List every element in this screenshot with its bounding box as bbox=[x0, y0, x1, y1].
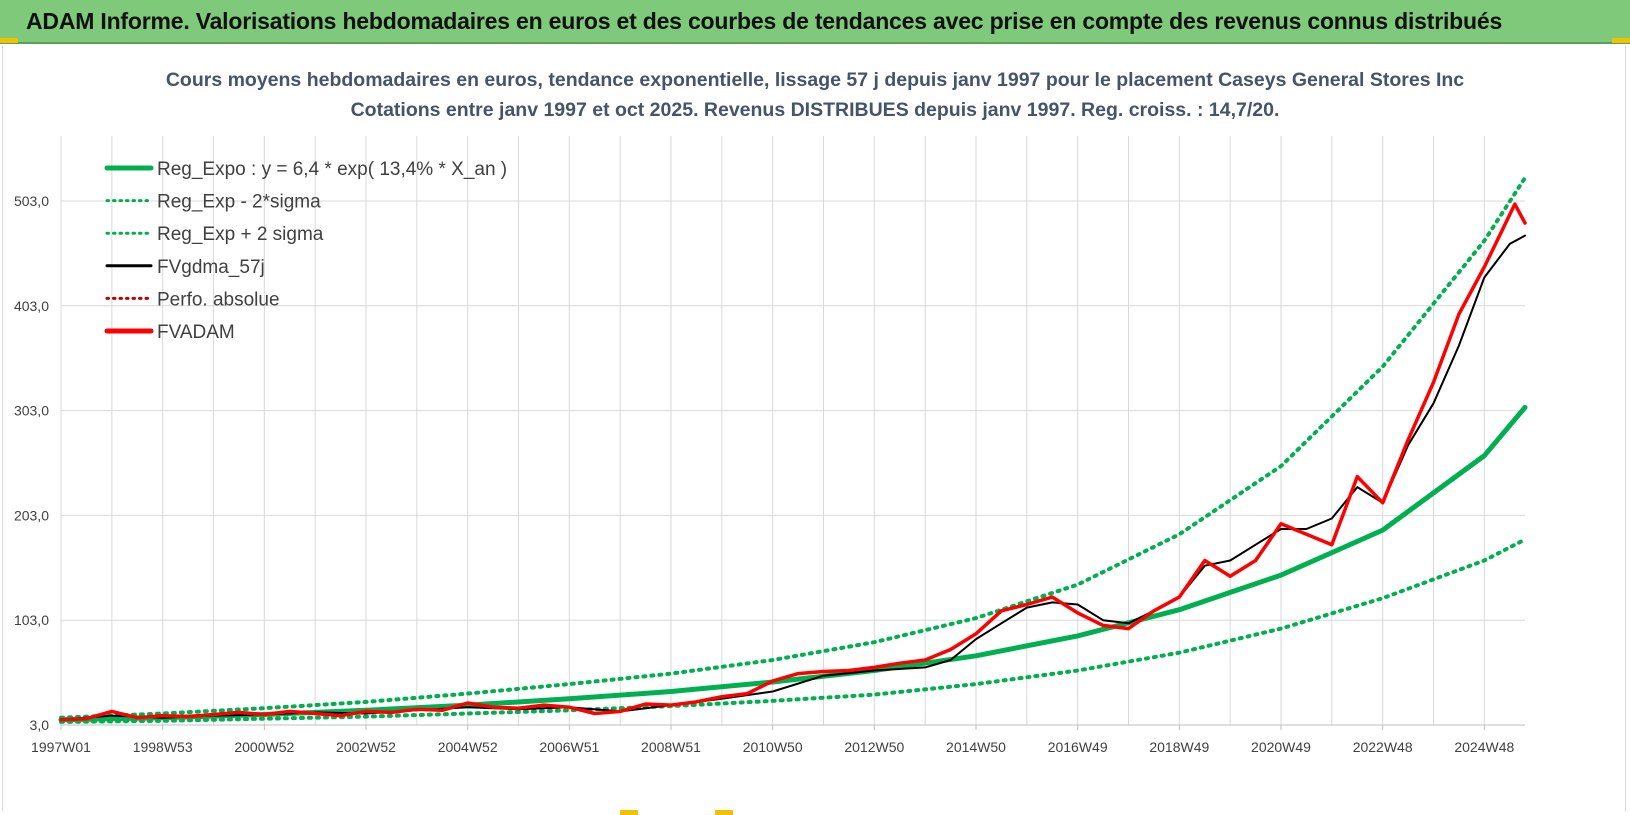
x-tick-label: 2010W50 bbox=[743, 739, 803, 755]
x-tick-label: 1997W01 bbox=[31, 739, 91, 755]
x-tick-label: 2022W48 bbox=[1353, 739, 1413, 755]
y-tick-label: 403,0 bbox=[14, 298, 49, 314]
x-tick-label: 1998W53 bbox=[133, 739, 193, 755]
x-tick-label: 2000W52 bbox=[234, 739, 294, 755]
x-tick-label: 2008W51 bbox=[641, 739, 701, 755]
report-title: ADAM Informe. Valorisations hebdomadaire… bbox=[26, 8, 1503, 34]
series-reg-expo-line bbox=[58, 404, 1528, 723]
legend-label: FVgdma_57j bbox=[157, 257, 265, 278]
series-fvadam-line bbox=[59, 202, 1527, 722]
series-fvgdma-57j-line bbox=[60, 234, 1526, 721]
chart-legend: Reg_Expo : y = 6,4 * exp( 13,4% * X_an )… bbox=[104, 159, 507, 343]
legend-label: FVADAM bbox=[157, 322, 235, 343]
x-tick-label: 2016W49 bbox=[1048, 739, 1108, 755]
chart-axes: 3,0 103,0 203,0 303,0 403,0 503,0 1997W01 1998W… bbox=[14, 193, 1525, 755]
series-reg-exp-plus-2sigma-line bbox=[59, 175, 1527, 720]
corner-mark-bottom-mid-right bbox=[715, 810, 733, 815]
y-tick-label: 3,0 bbox=[30, 717, 50, 733]
y-tick-label: 103,0 bbox=[14, 612, 49, 628]
x-tick-label: 2004W52 bbox=[438, 739, 498, 755]
y-tick-label: 303,0 bbox=[14, 403, 49, 419]
y-tick-label: 203,0 bbox=[14, 507, 49, 523]
legend-label: Reg_Expo : y = 6,4 * exp( 13,4% * X_an ) bbox=[157, 159, 507, 180]
corner-mark-top-left bbox=[0, 38, 18, 43]
chart-subtitle: Cotations entre janv 1997 et oct 2025. R… bbox=[351, 99, 1280, 121]
y-tick-label: 503,0 bbox=[14, 193, 49, 209]
chart-series bbox=[58, 175, 1528, 724]
x-tick-label: 2012W50 bbox=[844, 739, 904, 755]
series-reg-exp-minus-2sigma-line bbox=[59, 537, 1527, 724]
chart-title: Cours moyens hebdomadaires en euros, ten… bbox=[166, 69, 1464, 91]
x-tick-label: 2024W48 bbox=[1454, 739, 1514, 755]
report-banner: ADAM Informe. Valorisations hebdomadaire… bbox=[0, 0, 1630, 44]
legend-label: Reg_Exp + 2 sigma bbox=[157, 224, 324, 245]
x-tick-label: 2014W50 bbox=[946, 739, 1006, 755]
legend-label: Perfo. absolue bbox=[157, 289, 280, 310]
x-tick-label: 2006W51 bbox=[539, 739, 599, 755]
x-tick-label: 2002W52 bbox=[336, 739, 396, 755]
chart-frame: Cours moyens hebdomadaires en euros, ten… bbox=[2, 46, 1626, 811]
x-tick-label: 2018W49 bbox=[1149, 739, 1209, 755]
corner-mark-top-right bbox=[1612, 38, 1630, 43]
corner-mark-bottom-mid-left bbox=[620, 810, 638, 815]
valuation-chart: Cours moyens hebdomadaires en euros, ten… bbox=[14, 69, 1528, 755]
x-tick-label: 2020W49 bbox=[1251, 739, 1311, 755]
legend-label: Reg_Exp - 2*sigma bbox=[157, 192, 321, 213]
